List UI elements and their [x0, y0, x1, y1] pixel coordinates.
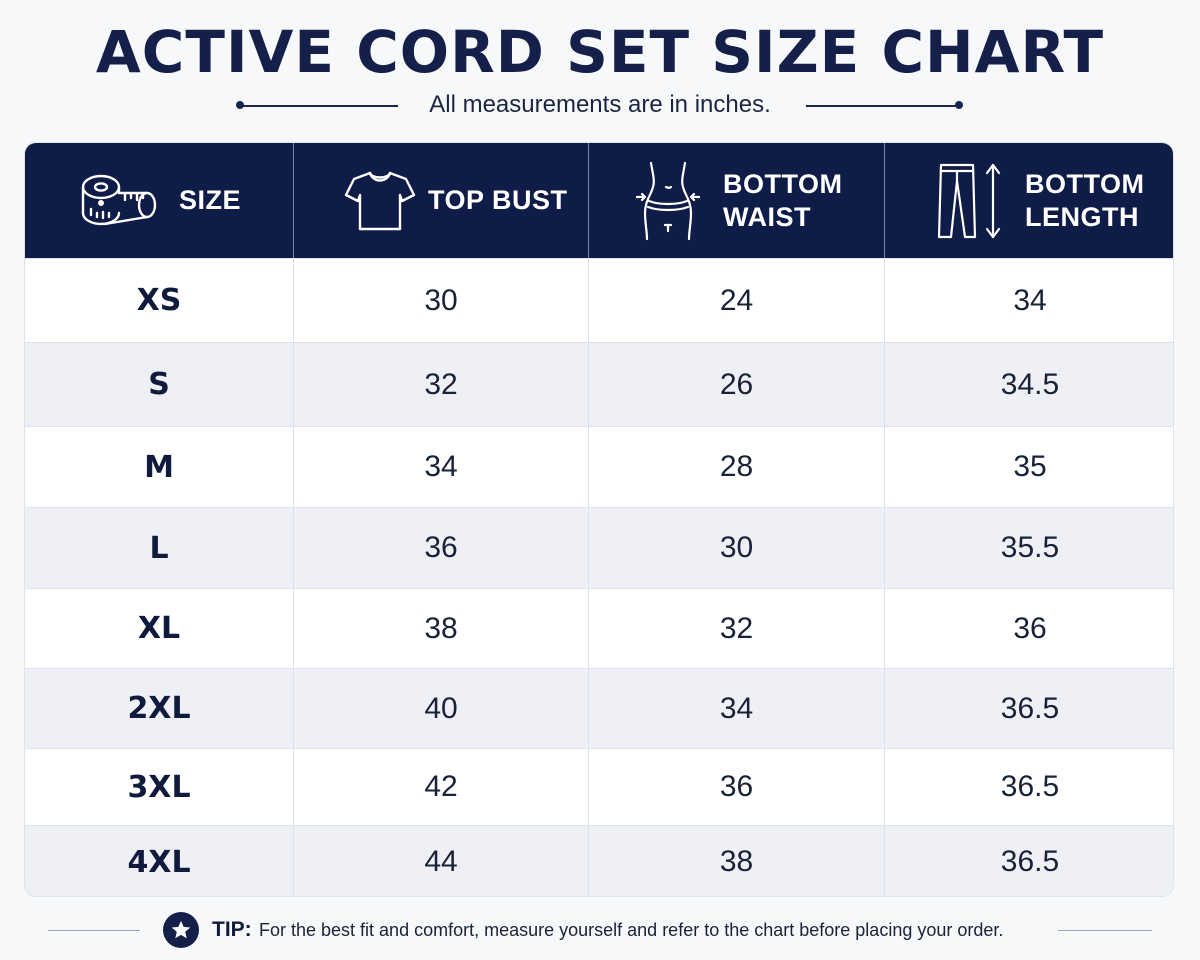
- star-icon: [163, 912, 199, 948]
- table-row: XL 38 32 36: [25, 588, 1173, 668]
- header-label: TOP BUST: [428, 185, 568, 215]
- bottom-length-cell: 36.5: [884, 669, 1173, 748]
- header-label-line: BOTTOM: [1025, 168, 1145, 199]
- header-label: BOTTOM WAIST: [723, 168, 843, 234]
- bottom-length-cell: 36: [884, 589, 1173, 668]
- bottom-length-cell: 35: [884, 427, 1173, 507]
- table-row: 2XL 40 34 36.5: [25, 668, 1173, 748]
- measuring-tape-icon: [77, 169, 161, 233]
- header-bottom-length: BOTTOM LENGTH: [884, 143, 1173, 258]
- table-header: SIZE TOP BUST: [25, 143, 1173, 258]
- tip-text: For the best fit and comfort, measure yo…: [259, 920, 1004, 940]
- table-row: XS 30 24 34: [25, 258, 1173, 342]
- bottom-length-cell: 35.5: [884, 508, 1173, 588]
- subtitle: All measurements are in inches.: [429, 91, 771, 118]
- table-row: S 32 26 34.5: [25, 342, 1173, 426]
- subtitle-row: All measurements are in inches.: [0, 88, 1200, 122]
- top-bust-cell: 34: [293, 427, 588, 507]
- bottom-waist-cell: 24: [588, 259, 884, 342]
- header-label: BOTTOM LENGTH: [1025, 168, 1145, 234]
- pants-length-icon: [935, 161, 1007, 241]
- divider-line: [48, 930, 140, 931]
- bottom-waist-cell: 34: [588, 669, 884, 748]
- bottom-waist-cell: 32: [588, 589, 884, 668]
- table-row: 4XL 44 38 36.5: [25, 825, 1173, 896]
- top-bust-cell: 30: [293, 259, 588, 342]
- bottom-length-cell: 36.5: [884, 749, 1173, 825]
- bottom-length-cell: 34: [884, 259, 1173, 342]
- top-bust-cell: 38: [293, 589, 588, 668]
- page-title: ACTIVE CORD SET SIZE CHART: [95, 18, 1105, 86]
- bottom-waist-cell: 30: [588, 508, 884, 588]
- table-row: 3XL 42 36 36.5: [25, 748, 1173, 825]
- t-shirt-icon: [342, 169, 418, 233]
- size-cell: L: [149, 530, 169, 566]
- size-cell: M: [144, 449, 174, 485]
- bottom-waist-cell: 38: [588, 826, 884, 896]
- top-bust-cell: 32: [293, 343, 588, 426]
- header-size: SIZE: [25, 143, 293, 258]
- size-cell: 3XL: [127, 769, 191, 805]
- header-top-bust: TOP BUST: [293, 143, 588, 258]
- header-bottom-waist: BOTTOM WAIST: [588, 143, 884, 258]
- size-cell: S: [148, 367, 170, 402]
- top-bust-cell: 42: [293, 749, 588, 825]
- top-bust-cell: 36: [293, 508, 588, 588]
- bottom-length-cell: 36.5: [884, 826, 1173, 896]
- divider-line: [806, 105, 960, 107]
- size-cell: XL: [137, 611, 181, 646]
- size-cell: XS: [136, 283, 182, 318]
- size-cell: 2XL: [127, 691, 191, 726]
- header-label-line: WAIST: [723, 201, 811, 232]
- header-label-line: LENGTH: [1025, 201, 1139, 232]
- waist-measure-icon: [633, 161, 703, 241]
- bottom-waist-cell: 36: [588, 749, 884, 825]
- table-row: M 34 28 35: [25, 426, 1173, 507]
- header-label-line: BOTTOM: [723, 168, 843, 199]
- divider-line: [1058, 930, 1152, 931]
- decorative-dot: [955, 101, 963, 109]
- tip-label: TIP:: [212, 918, 252, 941]
- bottom-waist-cell: 28: [588, 427, 884, 507]
- top-bust-cell: 40: [293, 669, 588, 748]
- top-bust-cell: 44: [293, 826, 588, 896]
- size-chart-table: SIZE TOP BUST: [24, 142, 1174, 897]
- table-row: L 36 30 35.5: [25, 507, 1173, 588]
- tip-bar: TIP: For the best fit and comfort, measu…: [0, 908, 1200, 952]
- divider-line: [240, 105, 398, 107]
- bottom-length-cell: 34.5: [884, 343, 1173, 426]
- bottom-waist-cell: 26: [588, 343, 884, 426]
- size-cell: 4XL: [127, 844, 191, 880]
- header-label: SIZE: [179, 185, 242, 215]
